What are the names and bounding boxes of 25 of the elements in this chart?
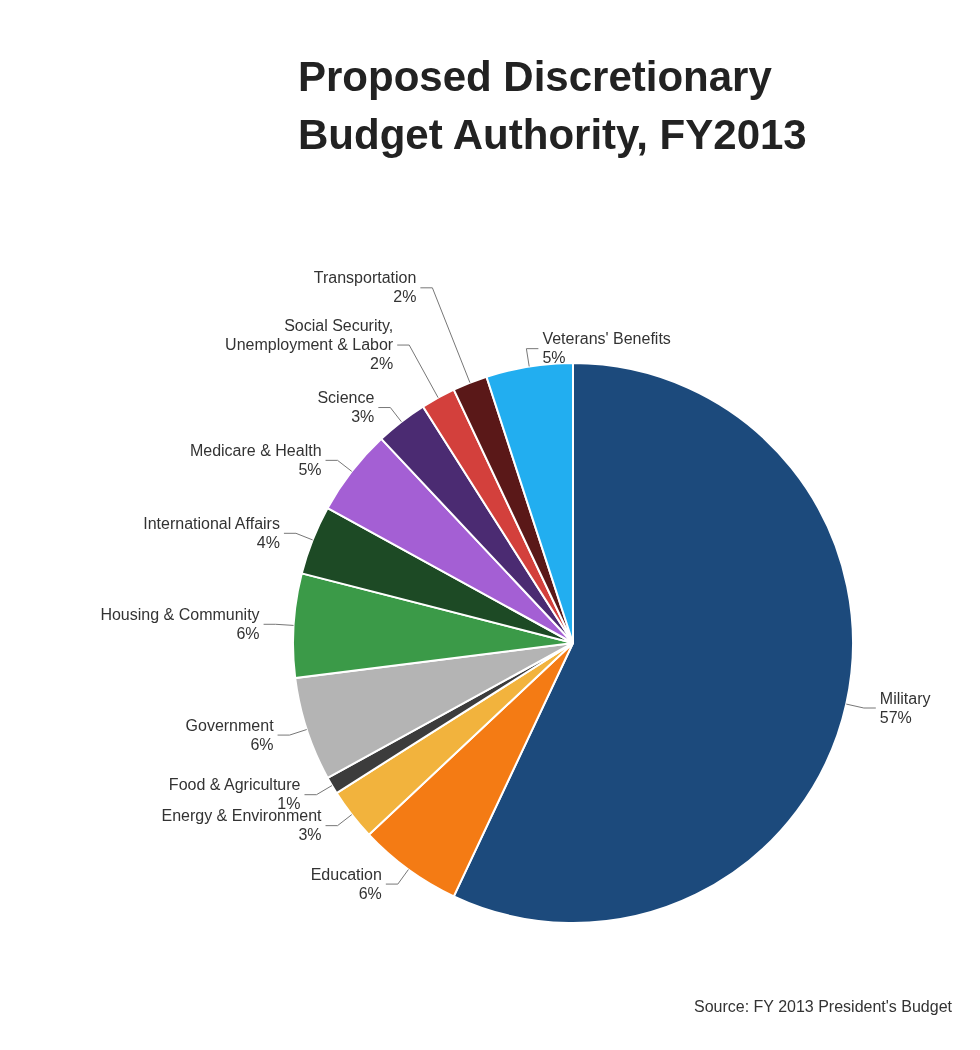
slice-label: Transportation bbox=[313, 269, 417, 287]
chart-title: Proposed Discretionary Budget Authority, FY2013 bbox=[298, 52, 808, 160]
data-label: 3% bbox=[298, 826, 322, 844]
slice-label: International Affairs bbox=[143, 514, 280, 532]
data-label: 57% bbox=[879, 708, 912, 726]
slice-label: Government bbox=[185, 716, 275, 734]
data-label: 5% bbox=[542, 349, 566, 367]
data-label: 6% bbox=[358, 884, 382, 902]
data-label: 2% bbox=[393, 288, 417, 306]
data-label: 3% bbox=[351, 408, 375, 426]
data-label: 5% bbox=[298, 460, 322, 478]
slice-label: Food & Agriculture bbox=[168, 776, 301, 794]
data-label: 6% bbox=[250, 735, 274, 753]
data-label: 6% bbox=[236, 624, 260, 642]
slice-label: Medicare & Health bbox=[189, 441, 322, 459]
slice-label: Veterans' Benefits bbox=[542, 330, 671, 348]
data-label: 4% bbox=[256, 533, 280, 551]
source-note: Source: FY 2013 President's Budget bbox=[693, 998, 952, 1016]
slice-label: Housing & Community bbox=[100, 605, 260, 623]
data-label: 1% bbox=[277, 795, 301, 813]
slice-label: Military bbox=[879, 689, 931, 707]
data-label: 2% bbox=[370, 355, 394, 373]
slice-label: Science bbox=[317, 389, 375, 407]
slice-label: Education bbox=[310, 865, 382, 883]
slice-label: Social Security, Unemployment & Labor bbox=[225, 317, 394, 354]
